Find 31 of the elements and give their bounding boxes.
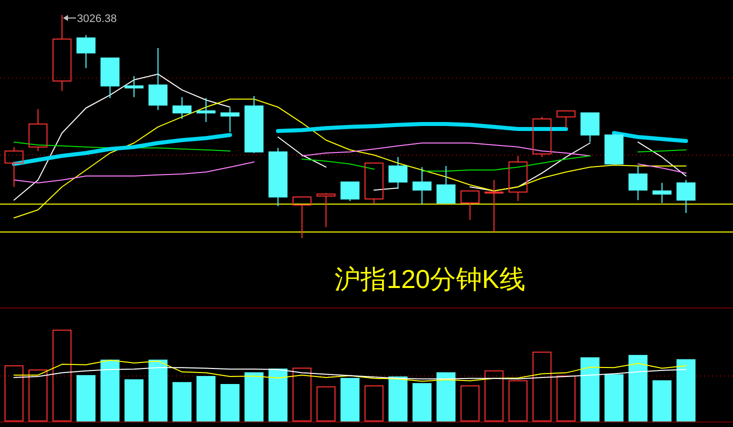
bar [652,380,672,422]
bar [604,374,624,422]
bar [364,385,384,422]
bar [556,376,576,422]
bar [52,330,72,422]
bar [340,378,360,422]
text: 沪指120分钟K线 [334,264,526,294]
bar [28,369,48,422]
bar [268,368,288,422]
bar [484,370,504,422]
bar [292,368,312,422]
bar [76,375,96,422]
bar [244,372,264,422]
bar [436,372,456,422]
bar [220,384,240,422]
bar [508,380,528,422]
bar [100,360,120,422]
bar [196,376,216,422]
bar [388,376,408,422]
bar [124,379,144,422]
bar [460,385,480,422]
bar [580,357,600,422]
bar [148,360,168,422]
bar [172,382,192,422]
bar [4,365,24,422]
annotation: 3026.38 [77,13,117,25]
bar [412,383,432,422]
bar [628,354,648,422]
bar [316,386,336,422]
bar [676,359,696,422]
bar [532,352,552,422]
